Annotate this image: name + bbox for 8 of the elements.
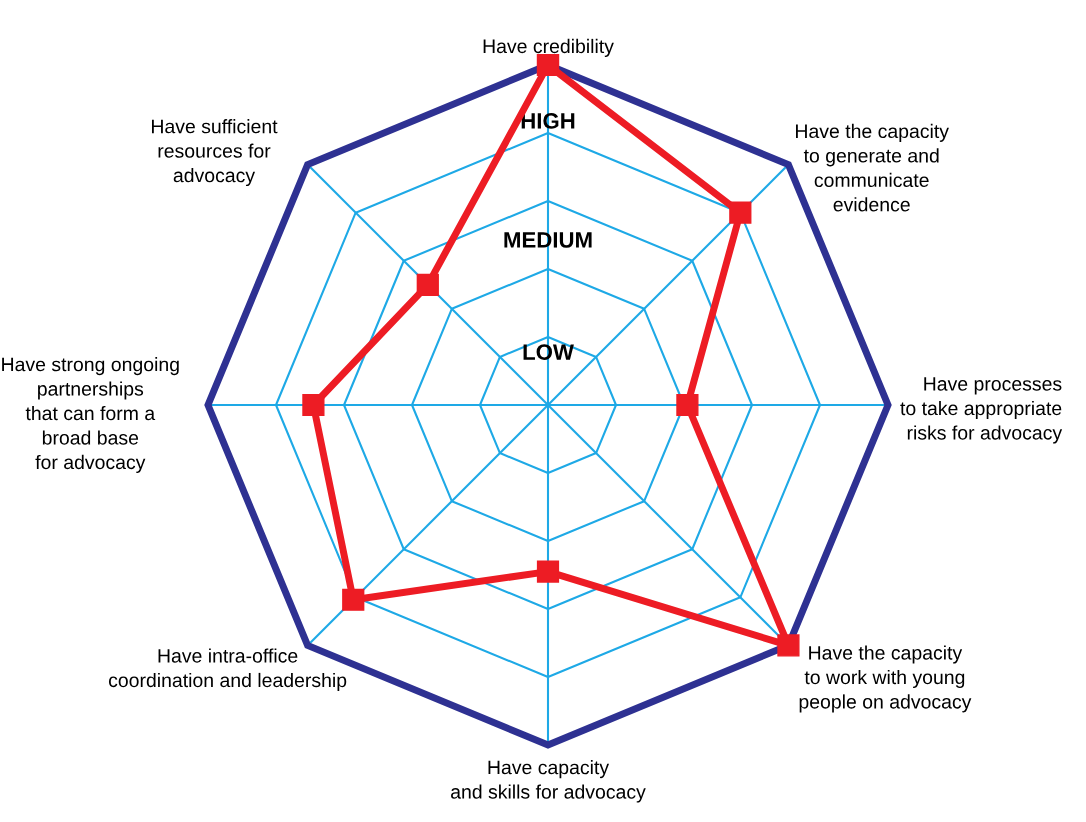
spoke-label: Have sufficient resources for advocacy bbox=[152, 119, 278, 187]
spoke-label: Have intra-office coordination and leadership bbox=[108, 648, 347, 692]
spoke-label: Have credibility bbox=[483, 38, 614, 57]
spoke-label: Have capacity and skills for advocacy bbox=[451, 760, 646, 803]
spoke-label: Have the capacity to work with young people on advocacy bbox=[799, 645, 972, 713]
spoke-label: Have processes to take appropriate risks for advocacy bbox=[900, 377, 1063, 444]
spoke-label: Have strong ongoing partnerships that can form a broad base for advocacy bbox=[2, 357, 179, 473]
spoke-label: Have the capacity to generate and communicate evidence bbox=[796, 123, 949, 212]
